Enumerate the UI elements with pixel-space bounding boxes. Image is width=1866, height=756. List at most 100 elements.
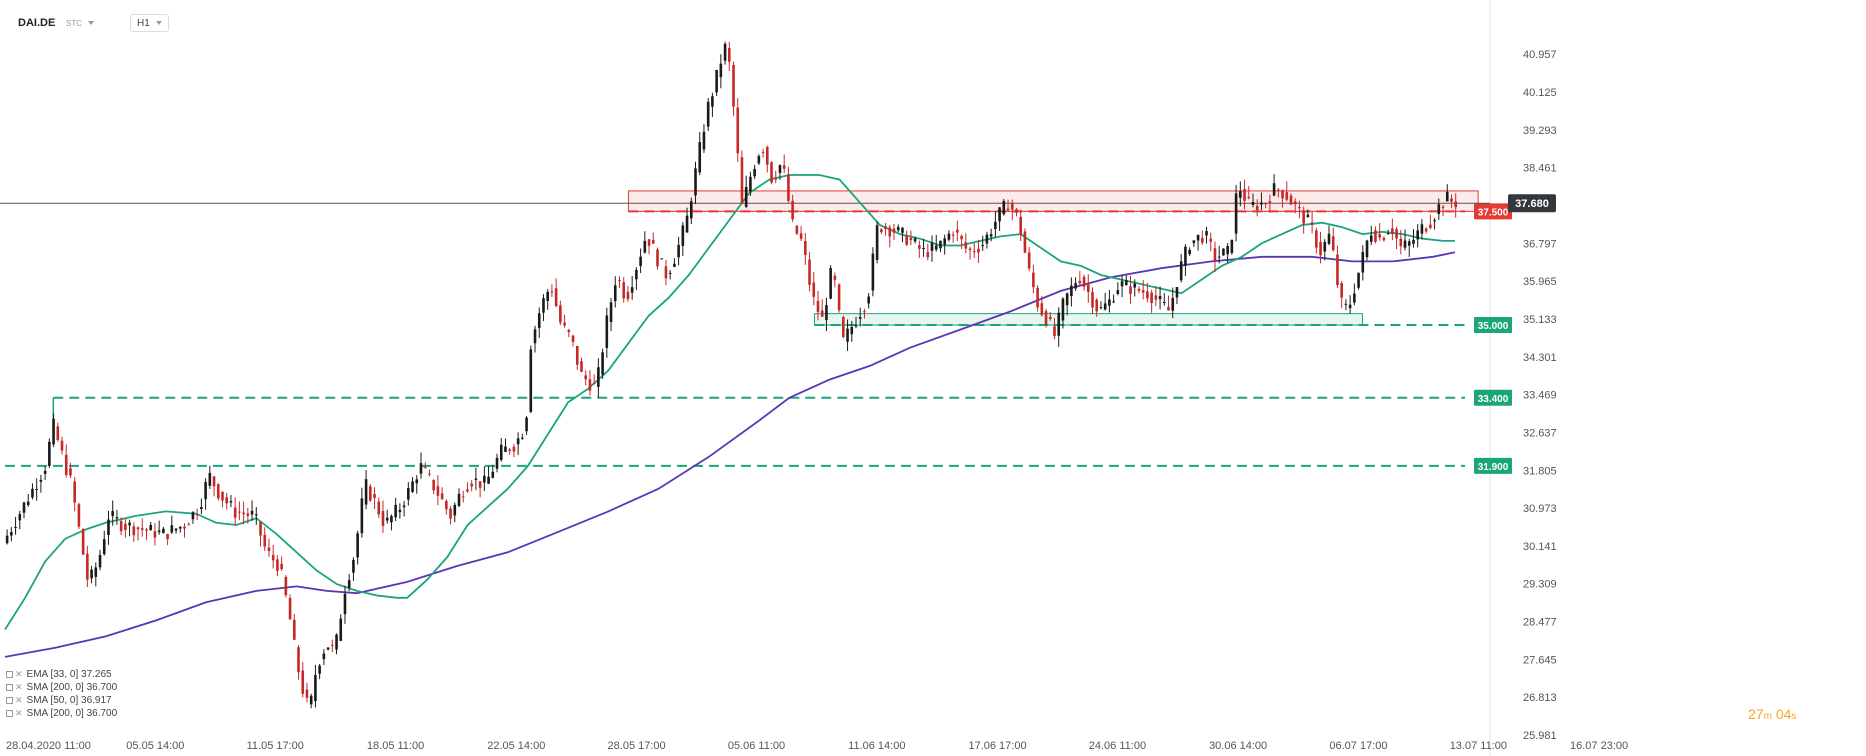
candle bbox=[1420, 224, 1424, 234]
candle bbox=[508, 449, 511, 451]
candle bbox=[559, 305, 562, 323]
level-tag-label: 33.400 bbox=[1478, 394, 1509, 405]
candle bbox=[1158, 296, 1162, 300]
indicator-row[interactable]: ✕ SMA [200, 0] 36.700 bbox=[6, 707, 117, 720]
candle bbox=[571, 335, 575, 342]
candle bbox=[989, 234, 993, 237]
candle bbox=[956, 229, 959, 233]
source-selector[interactable]: STC bbox=[66, 14, 94, 32]
candle bbox=[1298, 207, 1301, 209]
candle bbox=[782, 165, 786, 169]
candle bbox=[73, 481, 76, 503]
y-tick-label: 33.469 bbox=[1523, 390, 1557, 402]
close-icon[interactable]: ✕ bbox=[15, 682, 23, 692]
x-tick-label: 16.07 23:00 bbox=[1570, 740, 1628, 752]
candle bbox=[415, 479, 419, 484]
indicator-row[interactable]: ✕ EMA [33, 0] 37.265 bbox=[6, 668, 117, 681]
candle bbox=[1188, 249, 1191, 255]
candle bbox=[191, 512, 195, 520]
candle bbox=[457, 493, 461, 506]
candle bbox=[630, 287, 634, 293]
level-tag bbox=[1474, 457, 1512, 474]
candle bbox=[1441, 206, 1445, 208]
symbol-label[interactable]: DAI.DE bbox=[18, 17, 56, 29]
candle bbox=[31, 488, 34, 498]
close-icon[interactable]: ✕ bbox=[15, 708, 23, 718]
candle bbox=[820, 310, 824, 317]
candle bbox=[588, 379, 592, 391]
candle bbox=[246, 513, 250, 516]
candle bbox=[609, 302, 613, 323]
candle bbox=[449, 508, 452, 519]
close-icon[interactable]: ✕ bbox=[15, 695, 23, 705]
candle bbox=[309, 695, 313, 705]
candle bbox=[1129, 286, 1132, 294]
candle bbox=[394, 504, 397, 518]
candle bbox=[98, 554, 102, 568]
settings-icon[interactable] bbox=[6, 671, 13, 678]
candle bbox=[1416, 230, 1419, 240]
candle bbox=[854, 325, 858, 327]
candle bbox=[521, 437, 524, 439]
candle bbox=[1234, 193, 1238, 234]
settings-icon[interactable] bbox=[6, 684, 13, 691]
candle bbox=[825, 305, 828, 321]
settings-icon[interactable] bbox=[6, 697, 13, 704]
candle bbox=[1192, 240, 1196, 244]
candle bbox=[706, 101, 710, 127]
candle bbox=[297, 647, 300, 673]
candle bbox=[284, 576, 288, 596]
candle bbox=[1344, 303, 1348, 305]
candle bbox=[52, 418, 55, 445]
candle bbox=[1070, 285, 1073, 297]
candle bbox=[930, 242, 934, 251]
x-tick-label: 22.05 14:00 bbox=[487, 740, 545, 752]
y-tick-label: 32.637 bbox=[1523, 427, 1557, 439]
candle bbox=[432, 479, 435, 491]
candle bbox=[994, 221, 997, 230]
candle bbox=[537, 313, 541, 328]
candle bbox=[1407, 241, 1411, 246]
candle bbox=[162, 528, 165, 534]
candle bbox=[1006, 208, 1010, 211]
candle bbox=[766, 146, 769, 165]
candle bbox=[1209, 238, 1213, 242]
candle bbox=[1086, 284, 1090, 292]
candle bbox=[115, 517, 119, 519]
candle bbox=[635, 269, 638, 280]
candle bbox=[850, 326, 854, 335]
candle bbox=[656, 249, 659, 267]
candle bbox=[132, 526, 136, 536]
candle bbox=[1424, 228, 1428, 232]
candle bbox=[812, 282, 816, 297]
candle bbox=[1243, 189, 1246, 201]
candle bbox=[1247, 196, 1251, 199]
y-tick-label: 26.813 bbox=[1523, 692, 1557, 704]
candle bbox=[377, 501, 381, 515]
candle bbox=[398, 509, 402, 513]
candle bbox=[1277, 189, 1280, 191]
timeframe-selector[interactable]: H1 bbox=[130, 14, 169, 32]
candle bbox=[343, 593, 347, 615]
indicator-row[interactable]: ✕ SMA [50, 0] 36.917 bbox=[6, 694, 117, 707]
candle bbox=[267, 547, 271, 552]
candle bbox=[770, 162, 773, 183]
candle bbox=[178, 526, 182, 529]
settings-icon[interactable] bbox=[6, 710, 13, 717]
candle bbox=[183, 526, 186, 529]
candle bbox=[238, 511, 241, 513]
candle bbox=[69, 468, 72, 476]
candle bbox=[1378, 234, 1381, 238]
candle-countdown: 27m 04s bbox=[1748, 706, 1797, 722]
indicator-row[interactable]: ✕ SMA [200, 0] 36.700 bbox=[6, 681, 117, 694]
candle bbox=[972, 251, 976, 253]
candle bbox=[546, 291, 549, 301]
candle bbox=[26, 501, 30, 506]
candle bbox=[90, 569, 93, 579]
candle bbox=[200, 507, 203, 510]
candle bbox=[128, 522, 131, 526]
candle bbox=[1010, 202, 1014, 210]
close-icon[interactable]: ✕ bbox=[15, 669, 23, 679]
candle bbox=[947, 233, 951, 240]
